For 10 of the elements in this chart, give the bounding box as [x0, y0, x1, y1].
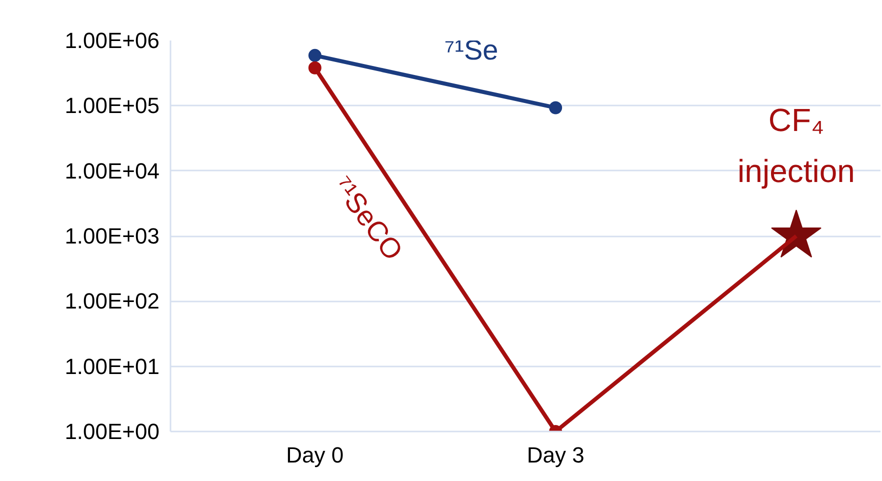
x-tick-label: Day 3	[526, 442, 584, 468]
x-tick-label: Day 0	[286, 442, 344, 468]
y-tick-label: 1.00E+05	[64, 93, 160, 118]
y-tick-label: 1.00E+06	[64, 28, 160, 53]
y-tick-label: 1.00E+01	[64, 354, 160, 379]
y-tick-label: 1.00E+02	[64, 288, 160, 314]
y-tick-label: 1.00E+04	[64, 158, 160, 184]
y-tick-label: 1.00E+03	[64, 224, 160, 248]
annotation: CF₄ injection	[738, 102, 855, 189]
y-tick-label: 1.00E+00	[64, 419, 160, 444]
